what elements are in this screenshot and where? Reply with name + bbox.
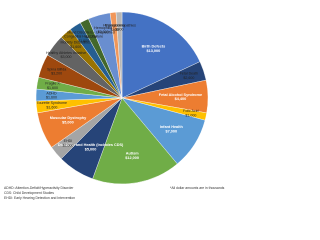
slice-value: $1,000 — [185, 113, 196, 117]
slice-value: $5,000 — [62, 121, 74, 125]
slice-label: Disability and Health (Includes CDS) — [58, 143, 124, 147]
slice-value: $12,000 — [125, 156, 139, 160]
slice-value: $5,000 — [85, 148, 97, 152]
slice-label: Birth Defects — [142, 44, 166, 48]
slice-label: Muscular Dystrophy — [50, 116, 87, 120]
slice-label: Infant Health — [160, 125, 184, 129]
slice-label: Congenital Heart Failure — [64, 35, 103, 39]
slice-value: $3,200 — [51, 72, 62, 76]
note: EHDI: Early Hearing Detection and Interv… — [4, 196, 75, 200]
slice-label: Folic Acid — [183, 109, 198, 113]
slice-label: Fetal Alcohol Syndrome — [159, 93, 202, 97]
slice-value: $1,600 — [78, 39, 89, 43]
slice-label: Tourette Syndrome — [37, 101, 67, 105]
slice-value: $7,000 — [166, 130, 178, 134]
pie-slice — [92, 97, 178, 185]
slice-label: Spina Bifida — [47, 67, 66, 71]
pie-slice — [115, 11, 123, 99]
slice-value: $1,600 — [70, 45, 81, 49]
slice-value: $1,600 — [46, 106, 57, 110]
slice-value: $3,000 — [61, 55, 72, 59]
slice-label: Fetal Death — [180, 71, 199, 75]
slice-label: Thalassemia — [104, 24, 124, 28]
slice-value: $800 — [116, 28, 124, 32]
slice-label: ADHD — [46, 91, 57, 95]
slice-label: Mobility Disabilities — [61, 41, 92, 45]
note: CDS: Child Development Studies — [4, 191, 54, 195]
slice-value: $1,200 — [86, 35, 97, 39]
slice-label: Fragile X — [45, 82, 60, 86]
slice-value: $2,600 — [183, 76, 194, 80]
chart: Birth Defects$13,000 Fetal Death$2,600 Fet… — [4, 11, 225, 200]
slice-label: Healthy Athletes Initiative — [46, 51, 86, 55]
footnote: *All dollar amounts are in thousands — [170, 186, 225, 190]
slice-label: Hemoglobinopathies — [103, 23, 136, 27]
slice-value: $13,000 — [147, 49, 161, 53]
pie-slice — [121, 11, 201, 99]
slice-label: Autism — [126, 151, 139, 155]
slice-label: Hemophilia — [94, 26, 112, 30]
labels: Birth Defects$13,000 Fetal Death$2,600 Fet… — [37, 23, 202, 160]
slice-value: $3,000 — [98, 30, 109, 34]
slice-value: $4,400 — [175, 97, 187, 101]
pie — [35, 11, 209, 185]
slice-label: EHDI — [64, 139, 73, 143]
slice-value: $2,000 — [62, 143, 73, 147]
slice-value: $800 — [111, 28, 119, 32]
slice-value: $1,600 — [46, 96, 57, 100]
slice-label: Mood Disorders - Unspecified — [67, 30, 114, 34]
note: ADHD: Attention-Deficit/Hyperactivity Di… — [4, 186, 74, 190]
slice-value: $1,600 — [47, 86, 58, 90]
